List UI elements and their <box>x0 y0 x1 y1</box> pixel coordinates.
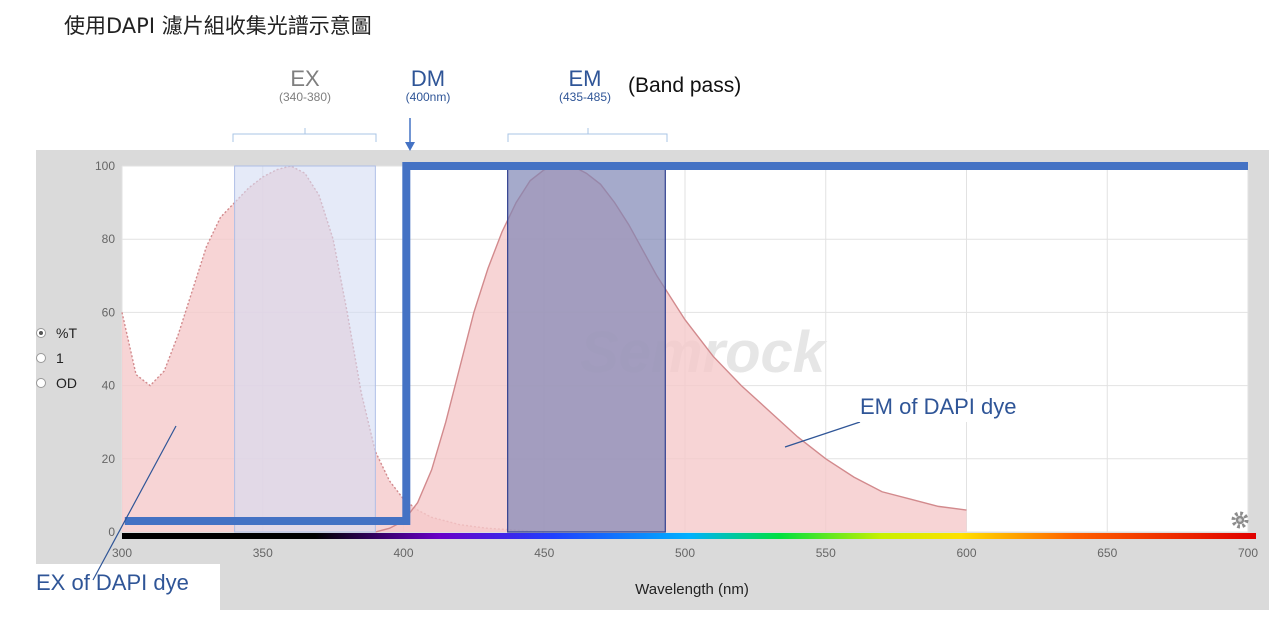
y-tick-label: 80 <box>102 232 116 246</box>
x-tick-label: 350 <box>253 546 273 560</box>
em-label: EM <box>568 66 602 91</box>
x-axis-label: Wavelength (nm) <box>635 581 749 598</box>
gear-icon[interactable] <box>1231 511 1249 529</box>
radio-button[interactable] <box>36 377 46 388</box>
x-tick-label: 550 <box>816 546 836 560</box>
y-tick-label: 0 <box>108 525 115 539</box>
radio-option-od[interactable]: OD <box>36 370 77 395</box>
ex-dye-callout: EX of DAPI dye <box>36 570 189 595</box>
em-filter-band <box>507 165 666 533</box>
tick-labels: 300 350 400 450 500 550 600 650 700 0 20 40 60 80 100 <box>95 159 1258 560</box>
radio-label: 1 <box>56 349 64 366</box>
em-range: (435-485) <box>558 90 612 105</box>
wavelength-spectrum-bar <box>122 533 1256 539</box>
radio-label: OD <box>56 374 77 391</box>
band-layer <box>234 165 666 533</box>
dichroic-line <box>124 162 1248 526</box>
dm-range: (400nm) <box>405 90 451 105</box>
radio-option-one[interactable]: 1 <box>36 345 77 370</box>
dm-annotation: DM (400nm) <box>388 66 468 105</box>
label-backdrop <box>0 564 220 619</box>
y-tick-label: 20 <box>102 452 116 466</box>
ex-label: EX <box>290 66 320 91</box>
ex-filter-band <box>234 165 376 533</box>
dm-arrow-head <box>405 142 415 151</box>
scale-radio-group: %T 1 OD <box>36 320 77 395</box>
ex-annotation: EX (340-380) <box>250 66 360 105</box>
y-tick-label: 40 <box>102 379 116 393</box>
radio-button[interactable] <box>36 327 46 338</box>
radio-option-percent-t[interactable]: %T <box>36 320 77 345</box>
band-pass-label: (Band pass) <box>628 74 742 97</box>
x-tick-label: 300 <box>112 546 132 560</box>
x-tick-label: 450 <box>534 546 554 560</box>
ex-spectrum-line <box>121 165 545 533</box>
x-tick-label: 700 <box>1238 546 1258 560</box>
em-annotation: EM (435-485) <box>530 66 640 105</box>
radio-button[interactable] <box>36 352 46 363</box>
dm-label: DM <box>410 66 446 91</box>
x-tick-label: 600 <box>956 546 976 560</box>
ex-callout-line <box>92 425 177 581</box>
radio-label: %T <box>56 324 77 341</box>
em-dye-callout: EM of DAPI dye <box>854 392 1023 422</box>
y-tick-label: 60 <box>102 305 116 319</box>
x-tick-label: 650 <box>1097 546 1117 560</box>
dichroic-layer <box>124 162 1248 526</box>
em-callout-line <box>784 421 861 448</box>
em-bracket <box>507 128 668 142</box>
ex-bracket <box>232 128 377 142</box>
x-tick-label: 500 <box>675 546 695 560</box>
page-title: 使用DAPI 濾片組收集光譜示意圖 <box>64 14 372 38</box>
y-tick-label: 100 <box>95 159 115 173</box>
ex-range: (340-380) <box>278 90 332 105</box>
x-tick-label: 400 <box>393 546 413 560</box>
